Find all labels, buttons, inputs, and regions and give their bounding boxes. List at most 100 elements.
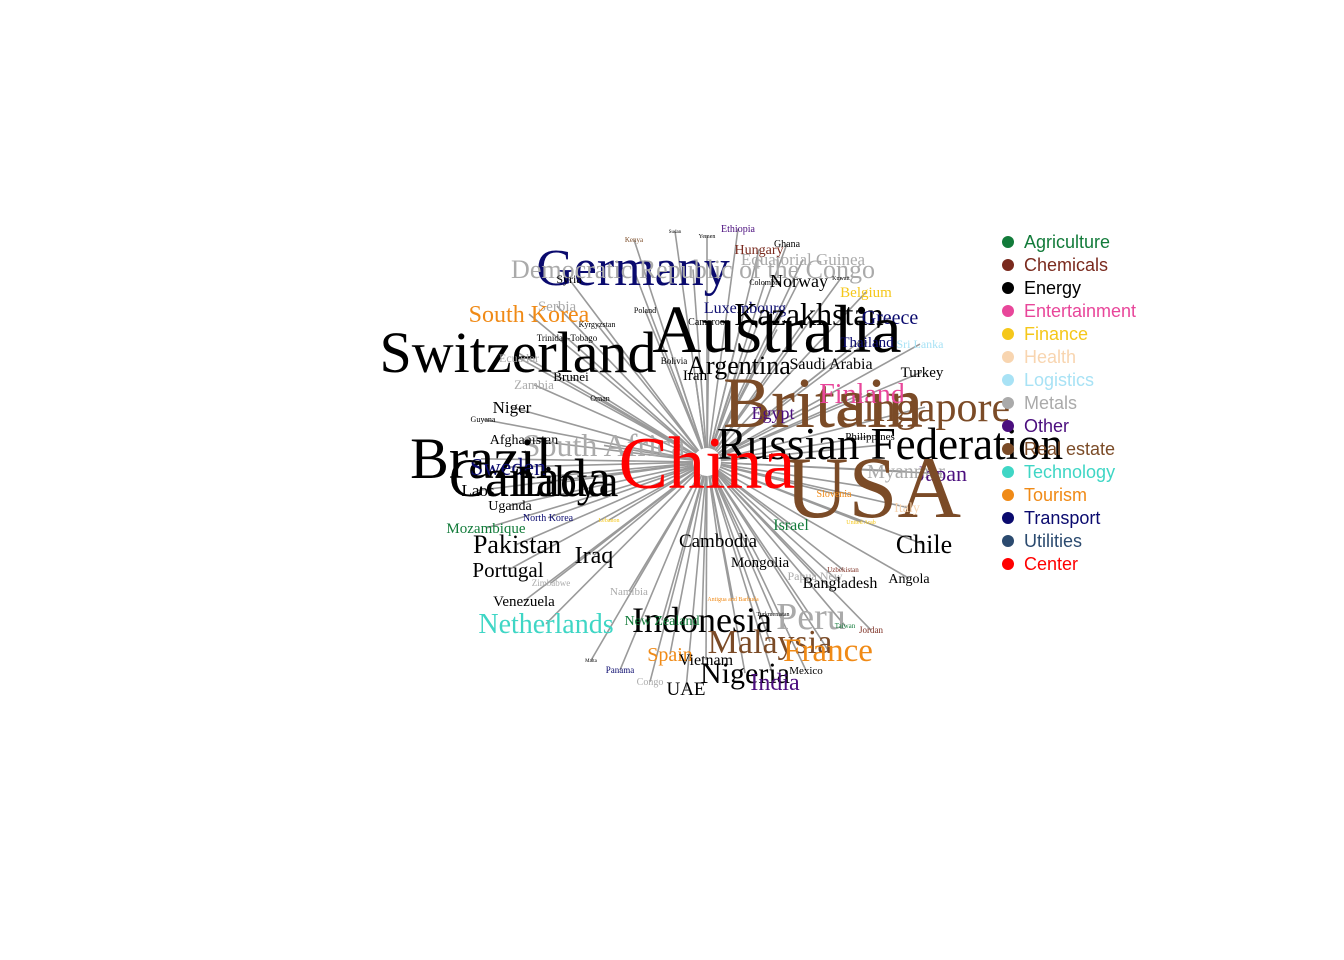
node-label-netherlands: Netherlands bbox=[478, 609, 613, 640]
node-label-namibia: Namibia bbox=[610, 586, 648, 598]
node-label-democratic-republic-of-the-congo: Democratic Republic of the Congo bbox=[511, 255, 875, 284]
node-label-finland: Finland bbox=[819, 379, 905, 410]
node-label-cameroon: Cameroon bbox=[688, 317, 730, 328]
node-label-indonesia: Indonesia bbox=[632, 600, 772, 640]
node-label-slovenia: Slovenia bbox=[817, 489, 853, 500]
edge-trinidad-tobago bbox=[566, 337, 708, 463]
edge-uganda bbox=[509, 461, 708, 507]
node-label-zimbabwe: Zimbabwe bbox=[532, 578, 571, 588]
node-label-sudan: Sudan bbox=[669, 230, 682, 235]
edge-sri-lanka bbox=[706, 343, 921, 463]
edge-venezuela bbox=[523, 461, 708, 602]
edge-uzbekistan bbox=[706, 461, 844, 571]
legend-label: Other bbox=[1024, 416, 1070, 436]
edge-singapore bbox=[706, 406, 926, 463]
edge-syria bbox=[568, 278, 708, 463]
node-label-britain: Britain bbox=[723, 363, 923, 443]
edge-angola bbox=[706, 461, 910, 580]
edge-japan bbox=[706, 461, 943, 475]
edge-jordan bbox=[706, 461, 872, 631]
edge-north-korea bbox=[547, 461, 708, 519]
node-label-cambodia: Cambodia bbox=[679, 531, 758, 552]
node-label-south-africa: South Africa bbox=[523, 427, 686, 463]
legend-label: Technology bbox=[1024, 462, 1116, 482]
legend-label: Real estate bbox=[1024, 439, 1116, 459]
edge-guyana bbox=[482, 418, 708, 463]
node-label-uganda: Uganda bbox=[488, 499, 532, 514]
node-label-singapore: Singapore bbox=[840, 385, 1010, 431]
node-label-turkmenistan: Turkmenistan bbox=[756, 612, 789, 618]
node-label-new-zealand: New Zealand bbox=[624, 614, 699, 629]
node-label-saudi-arabia: Saudi Arabia bbox=[789, 356, 872, 373]
node-label-yemen: Yemen bbox=[699, 234, 716, 240]
edge-poland bbox=[644, 310, 708, 463]
edge-germany bbox=[632, 267, 708, 463]
edge-india bbox=[706, 461, 776, 683]
edge-usa bbox=[706, 461, 874, 489]
node-label-north-korea: North Korea bbox=[523, 513, 574, 524]
node-label-trinidad-tobago: Trinidad-Tobago bbox=[537, 333, 598, 343]
edge-bolivia bbox=[673, 360, 708, 463]
edge-south-africa bbox=[603, 444, 708, 463]
node-label-egypt: Egypt bbox=[752, 403, 795, 423]
legend-dot-icon bbox=[1002, 282, 1014, 294]
edge-congo bbox=[649, 461, 708, 682]
legend-dot-icon bbox=[1002, 489, 1014, 501]
edge-mongolia bbox=[706, 461, 761, 563]
edge-libya bbox=[566, 461, 708, 483]
center-node-label: China bbox=[619, 423, 796, 505]
node-label-brazil: Brazil bbox=[410, 426, 552, 491]
edge-malta bbox=[590, 461, 708, 661]
node-label-venezuela: Venezuela bbox=[493, 594, 555, 610]
legend-label: Health bbox=[1024, 347, 1077, 367]
node-label-hungary: Hungary bbox=[735, 243, 784, 258]
edge-finland bbox=[706, 393, 863, 463]
node-label-thailand: Thailand bbox=[840, 335, 894, 351]
node-label-sri-lanka: Sri Lanka bbox=[897, 337, 945, 351]
node-label-japan: Japan bbox=[917, 461, 967, 486]
node-label-italy: Italy bbox=[894, 501, 920, 516]
node-label-brunei: Brunei bbox=[553, 369, 589, 384]
legend-label: Transport bbox=[1024, 508, 1101, 528]
edge-belgium bbox=[706, 291, 867, 463]
legend-dot-icon bbox=[1002, 420, 1014, 432]
legend-label: Center bbox=[1024, 554, 1079, 574]
node-label-switzerland: Switzerland bbox=[379, 320, 656, 385]
node-label-equatorial-guinea: Equatorial Guinea bbox=[741, 250, 866, 269]
edge-iran bbox=[694, 374, 708, 463]
center-hub bbox=[693, 448, 721, 476]
edge-kazakhstan bbox=[706, 313, 810, 463]
edge-oman bbox=[599, 397, 708, 463]
legend-dot-icon bbox=[1002, 535, 1014, 547]
node-label-papua-new: Papua New bbox=[788, 569, 843, 583]
node-label-india: India bbox=[750, 670, 800, 696]
legend-dot-icon bbox=[1002, 558, 1014, 570]
node-label-sweden: Sweden bbox=[470, 455, 546, 481]
edge-britain bbox=[706, 402, 824, 463]
node-label-niger: Niger bbox=[493, 398, 532, 417]
edge-luxembourg bbox=[706, 307, 746, 463]
node-label-israel: Israel bbox=[773, 517, 809, 534]
legend-dot-icon bbox=[1002, 512, 1014, 524]
edge-portugal bbox=[507, 461, 708, 571]
node-label-ghana: Ghana bbox=[774, 239, 801, 250]
node-label-malaysia: Malaysia bbox=[708, 624, 833, 661]
node-label-usa: USA bbox=[785, 440, 961, 537]
node-label-nigeria: Nigeria bbox=[700, 657, 790, 690]
node-label-turkey: Turkey bbox=[901, 365, 944, 381]
edge-ecuador bbox=[518, 357, 708, 463]
edge-netherlands bbox=[545, 461, 708, 625]
edge-kuwait bbox=[706, 277, 842, 463]
node-label-vietnam: Vietnam bbox=[679, 652, 734, 669]
edge-ghana bbox=[706, 243, 788, 463]
edge-south-korea bbox=[528, 313, 708, 463]
node-label-uae: UAE bbox=[666, 679, 705, 700]
edge-uae bbox=[685, 461, 708, 689]
legend-dot-icon bbox=[1002, 443, 1014, 455]
node-label-greece: Greece bbox=[862, 307, 919, 329]
node-label-ethiopia: Ethiopia bbox=[721, 224, 755, 235]
node-label-bangladesh: Bangladesh bbox=[803, 575, 878, 592]
edge-chile bbox=[706, 461, 925, 546]
